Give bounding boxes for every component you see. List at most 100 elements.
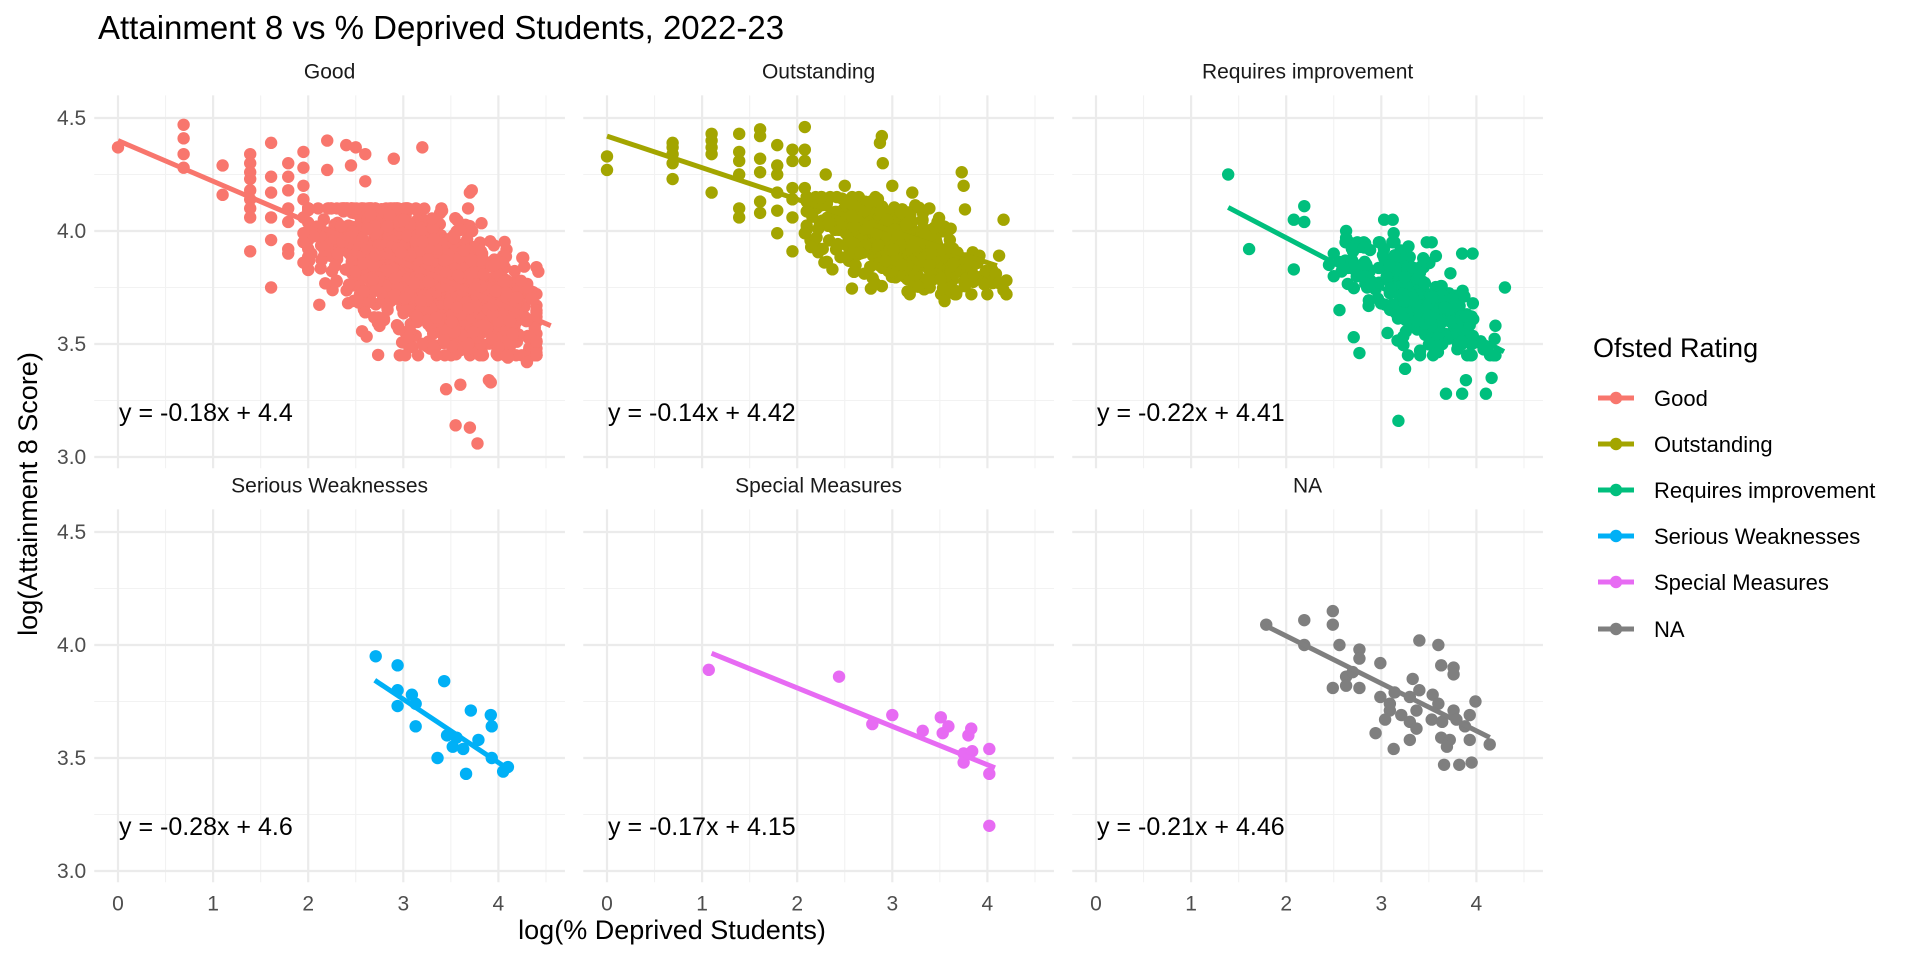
x-tick-label: 0 — [112, 892, 124, 915]
data-point — [484, 235, 497, 248]
data-point — [177, 147, 190, 161]
data-point — [931, 215, 944, 229]
data-point — [1455, 247, 1469, 260]
data-point — [1326, 681, 1339, 695]
data-point — [243, 202, 257, 215]
data-point — [508, 264, 521, 278]
y-tick-label: 4.5 — [57, 521, 86, 544]
data-point — [1298, 215, 1311, 229]
data-point — [398, 292, 412, 305]
data-point — [1353, 681, 1366, 695]
data-point — [336, 202, 349, 215]
data-point — [530, 349, 543, 362]
data-point — [1437, 758, 1451, 771]
data-point — [1456, 284, 1469, 298]
data-point — [359, 175, 372, 188]
data-point — [364, 208, 377, 221]
x-tick-label: 4 — [1471, 892, 1483, 915]
data-point — [1345, 242, 1359, 255]
legend-item-serious-weaknesses: Serious Weaknesses — [1598, 524, 1860, 549]
facet-strip-label: Requires improvement — [1202, 60, 1413, 83]
data-point — [243, 172, 257, 186]
regression-equation: y = -0.28x + 4.6 — [119, 813, 293, 841]
data-point — [786, 143, 799, 156]
data-point — [1339, 679, 1353, 692]
facet-panel-serious-weaknesses: Serious Weaknesses 3.0 3.5 4.0 4.5 0 1 2 3 4 y = -… — [57, 474, 565, 915]
regression-line — [1227, 205, 1506, 354]
data-point — [1455, 387, 1469, 400]
data-point — [753, 152, 767, 165]
data-point — [473, 349, 487, 362]
data-point — [732, 145, 746, 159]
data-point — [366, 273, 380, 286]
data-point — [1483, 738, 1496, 751]
legend-item-na: NA — [1598, 617, 1685, 642]
data-point — [904, 208, 917, 222]
data-point — [463, 421, 477, 434]
data-point — [506, 327, 520, 341]
data-point — [1353, 643, 1366, 656]
data-point — [936, 726, 949, 740]
data-point — [243, 211, 257, 224]
data-point — [457, 244, 471, 257]
data-point — [399, 349, 412, 362]
data-point — [870, 226, 884, 240]
data-point — [1469, 695, 1482, 708]
data-point — [1333, 303, 1346, 317]
data-point — [381, 264, 395, 277]
data-point — [437, 334, 451, 347]
data-point — [1425, 713, 1438, 726]
data-point — [810, 231, 823, 244]
regression-equation: y = -0.22x + 4.41 — [1097, 399, 1285, 427]
data-point — [344, 159, 358, 172]
data-point — [349, 265, 362, 278]
data-point — [1374, 656, 1387, 670]
data-point — [666, 172, 679, 186]
data-point — [1242, 242, 1256, 256]
data-point — [454, 378, 467, 391]
x-tick-label: 1 — [207, 892, 219, 915]
data-point — [321, 163, 334, 177]
regression-line — [1265, 623, 1491, 740]
data-point — [359, 306, 372, 319]
data-point — [1362, 294, 1376, 307]
y-tick-label: 4.0 — [57, 220, 86, 243]
y-tick-label: 3.0 — [57, 446, 86, 469]
data-point — [901, 285, 914, 298]
data-point — [503, 314, 516, 328]
data-point — [464, 253, 478, 267]
data-point — [847, 219, 861, 233]
data-point — [1463, 733, 1476, 747]
legend-label: Outstanding — [1654, 432, 1773, 457]
x-tick-label: 3 — [886, 892, 898, 915]
data-point — [357, 257, 370, 270]
data-point — [1380, 270, 1393, 283]
data-point — [520, 355, 534, 369]
facet-strip-label: Special Measures — [735, 474, 902, 497]
data-point — [366, 259, 380, 272]
data-point — [1432, 697, 1445, 710]
data-point — [886, 179, 899, 192]
data-point — [297, 227, 310, 240]
data-point — [416, 337, 429, 351]
data-point — [532, 265, 545, 278]
data-point — [947, 257, 960, 270]
data-point — [485, 720, 498, 733]
data-point — [1466, 297, 1480, 310]
data-point — [965, 722, 978, 735]
data-point — [798, 227, 812, 240]
data-point — [177, 118, 190, 131]
data-point — [879, 254, 892, 268]
data-point — [1432, 339, 1445, 352]
data-point — [786, 154, 799, 168]
data-point — [1363, 243, 1377, 257]
data-point — [858, 267, 871, 280]
data-point — [1326, 618, 1339, 631]
data-point — [1413, 634, 1426, 647]
data-point — [381, 303, 394, 317]
data-point — [1347, 331, 1360, 344]
data-point — [437, 674, 451, 688]
data-point — [1221, 168, 1235, 181]
legend-items: Good Outstanding Requires improvement Serio… — [1598, 386, 1875, 642]
y-tick-label: 3.5 — [57, 747, 86, 770]
